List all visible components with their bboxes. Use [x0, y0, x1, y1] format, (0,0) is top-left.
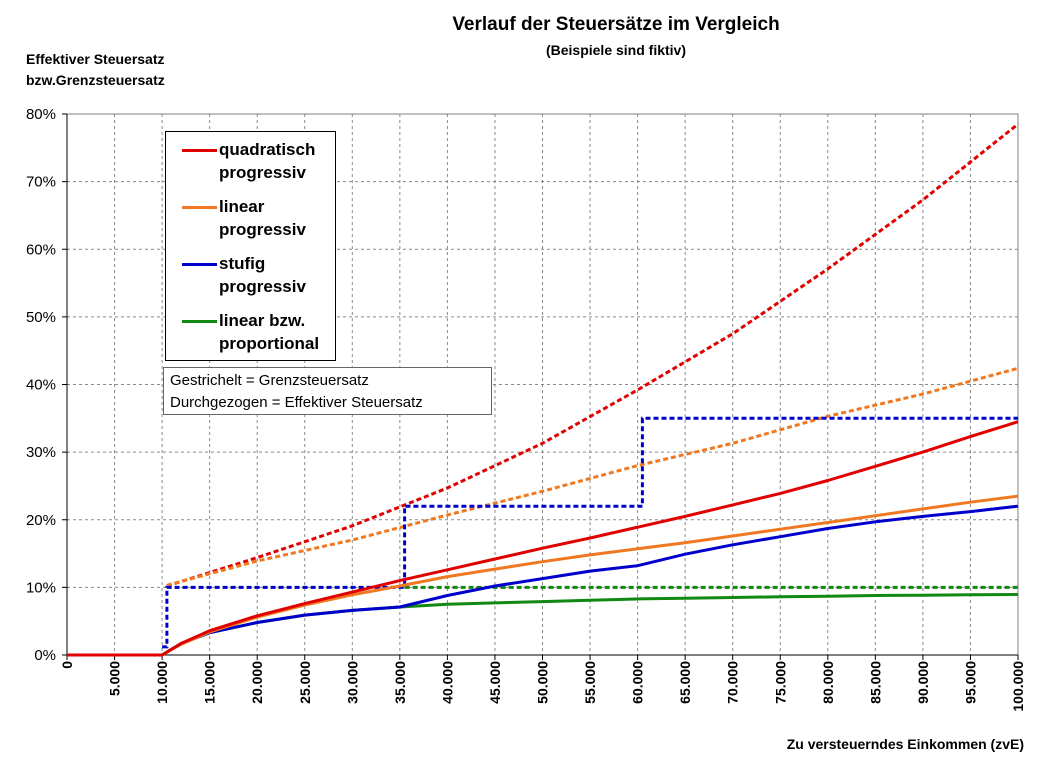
x-tick-label: 90.000 [915, 661, 931, 704]
x-tick-label: 30.000 [344, 661, 360, 704]
x-tick-label: 70.000 [725, 661, 741, 704]
y-tick-label: 60% [26, 241, 56, 258]
legend-label-line: quadratisch [219, 140, 316, 159]
y-axis-label-line-2: bzw.Grenzsteuersatz [26, 72, 165, 88]
y-tick-label: 80% [26, 106, 56, 123]
y-axis-label-line-1: Effektiver Steuersatz [26, 51, 165, 67]
series-0-effective-rate-line [67, 420, 1019, 657]
x-tick-label: 95.000 [962, 661, 978, 704]
note-solid: Durchgezogen = Effektiver Steuersatz [170, 394, 423, 411]
legend-swatch-quadratisch [182, 149, 217, 152]
x-tick-label: 50.000 [535, 661, 551, 704]
x-tick-label: 75.000 [772, 661, 788, 704]
legend-label-proportional: linear bzw. proportional [219, 309, 319, 355]
y-tick-label: 40% [26, 377, 56, 394]
chart-subtitle: (Beispiele sind fiktiv) [545, 42, 687, 58]
legend-swatch-stufig [182, 263, 217, 266]
legend-label-line: stufig [219, 254, 266, 273]
legend-label-line: progressiv [219, 277, 306, 296]
x-tick-label: 20.000 [249, 661, 265, 704]
legend-label-line: linear bzw. [219, 311, 306, 330]
y-tick-label: 10% [26, 579, 56, 596]
x-axis-label: Zu versteuerndes Einkommen (zvE) [786, 736, 1024, 752]
legend: quadratisch progressiv linear progressiv… [165, 131, 336, 361]
line-style-note: Gestrichelt = Grenzsteuersatz Durchgezog… [163, 367, 492, 415]
x-tick-label: 5.000 [107, 661, 123, 696]
x-tick-label: 80.000 [820, 661, 836, 704]
legend-label-line: proportional [219, 334, 320, 353]
note-dashed: Gestrichelt = Grenzsteuersatz [170, 372, 369, 389]
chart-title: Verlauf der Steuersätze im Vergleich [452, 14, 780, 35]
legend-swatch-linear [182, 206, 217, 209]
x-tick-label: 10.000 [154, 661, 170, 704]
x-tick-label: 25.000 [297, 661, 313, 704]
y-tick-label: 20% [26, 512, 56, 529]
legend-label-stufig: stufig progressiv [219, 252, 306, 298]
x-tick-label: 45.000 [487, 661, 503, 704]
legend-label-line: progressiv [219, 163, 306, 182]
x-tick-label: 35.000 [392, 661, 408, 704]
y-tick-label: 70% [26, 174, 56, 191]
series-1-marginal-rate-line [166, 366, 1019, 587]
legend-label-line: progressiv [219, 220, 306, 239]
x-tick-label: 65.000 [677, 661, 693, 704]
series-0-marginal-rate-line [166, 122, 1019, 588]
x-tick-label: 100.000 [1010, 661, 1026, 712]
y-tick-label: 50% [26, 309, 56, 326]
x-tick-label: 15.000 [202, 661, 218, 704]
legend-label-quadratisch: quadratisch progressiv [219, 138, 315, 184]
x-tick-label: 0 [59, 661, 75, 669]
legend-label-line: linear [219, 197, 265, 216]
x-tick-label: 60.000 [630, 661, 646, 704]
x-tick-label: 40.000 [439, 661, 455, 704]
legend-label-linear: linear progressiv [219, 195, 306, 241]
legend-swatch-proportional [182, 320, 217, 323]
y-tick-label: 0% [34, 647, 56, 664]
x-tick-label: 55.000 [582, 661, 598, 704]
y-axis-label: Effektiver Steuersatz bzw.Grenzsteuersat… [26, 49, 165, 91]
x-tick-label: 85.000 [867, 661, 883, 704]
series-2-effective-rate-line [67, 504, 1019, 657]
y-tick-label: 30% [26, 444, 56, 461]
